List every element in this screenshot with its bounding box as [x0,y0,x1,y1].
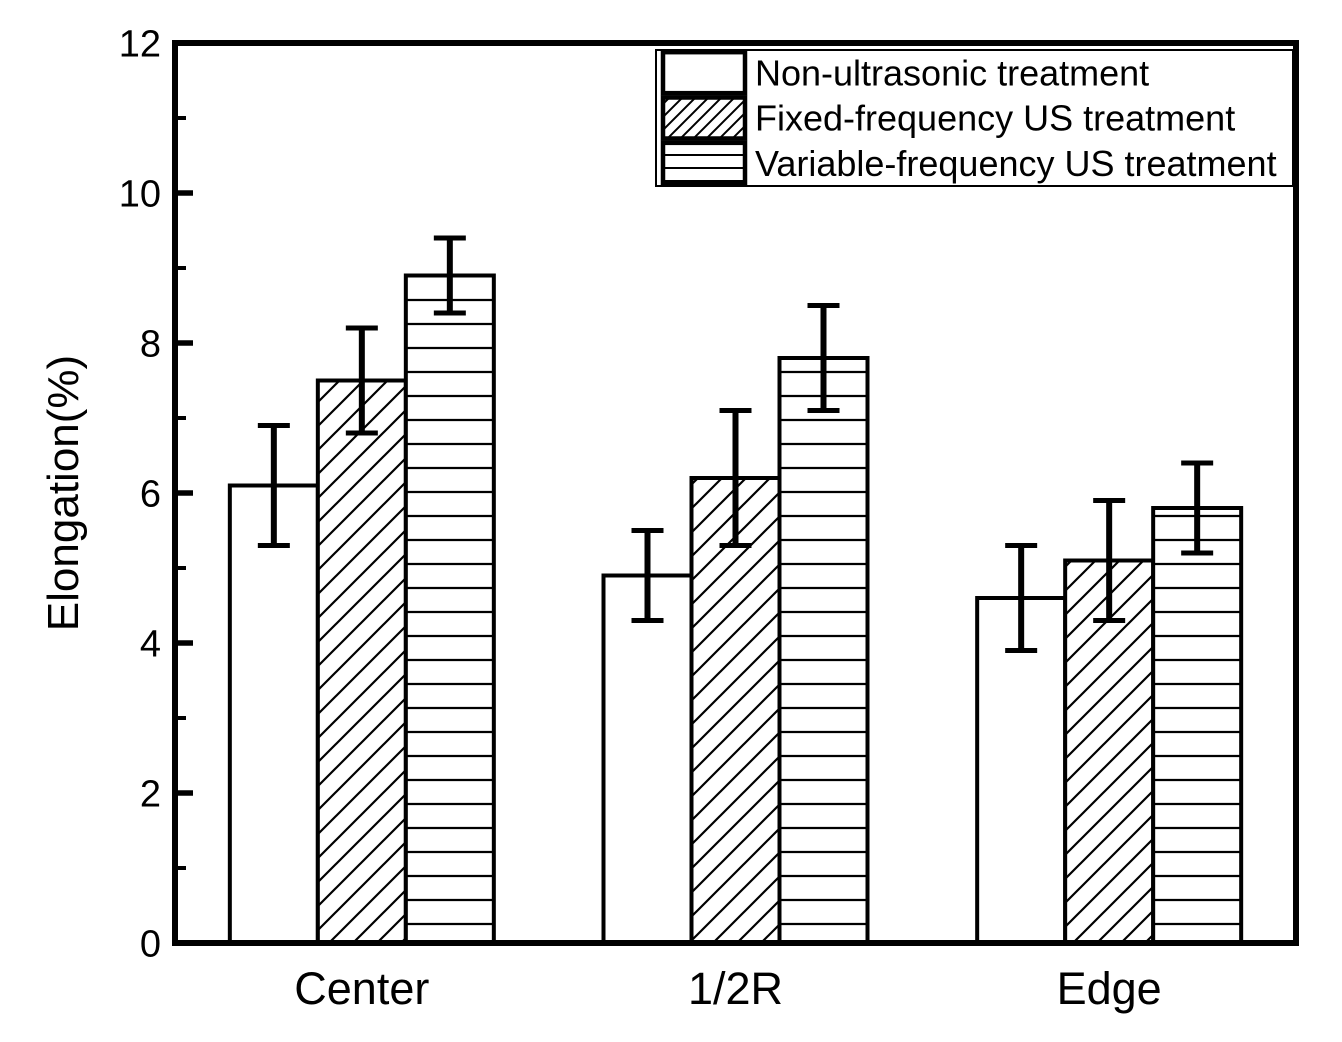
bar-12r-series2 [689,476,782,945]
y-tick-label: 2 [140,773,161,815]
y-axis: 0 2 4 6 8 10 12 [119,23,193,965]
error-bar [631,528,664,623]
error-bars-layer [257,235,1214,653]
legend-swatch-border [660,95,748,141]
x-category-label: Center [294,963,429,1014]
error-bar [345,325,378,436]
legend-swatch-diagonal [663,97,745,139]
bars-layer [227,273,1244,945]
x-category-label: Edge [1057,963,1162,1014]
error-bar [1005,543,1038,653]
y-tick-label: 8 [140,323,161,365]
y-tick-label: 0 [140,923,161,965]
y-tick-label: 6 [140,473,161,515]
legend-swatch-horizontal [663,142,745,184]
legend-swatch-border [660,49,748,96]
error-bar [807,303,840,413]
error-bar [1181,460,1214,556]
x-category-label: 1/2R [688,963,783,1014]
error-bar [719,408,752,548]
bar-edge-series1 [975,596,1068,945]
legend-label: Non-ultrasonic treatment [755,52,1149,93]
bar-center-series2 [315,378,408,945]
legend-item: Non-ultrasonic treatment [660,49,1149,96]
legend-item: Variable-frequency US treatment [660,140,1277,187]
error-bar [1093,498,1126,623]
bar-center-series1 [227,483,320,945]
legend-label: Fixed-frequency US treatment [755,98,1235,139]
y-tick-label: 10 [119,173,161,215]
y-tick-label: 12 [119,23,161,65]
y-tick-label: 4 [140,623,161,665]
bar-center-series3 [403,273,496,945]
legend: Non-ultrasonic treatment Fixed-frequency … [655,49,1294,187]
legend-box [655,49,1294,187]
bar-edge-series2 [1063,558,1156,945]
bar-edge-series3 [1151,506,1244,945]
error-bar [433,235,466,316]
legend-item: Fixed-frequency US treatment [660,95,1235,141]
error-bar [257,423,290,548]
y-axis-title: Elongation(%) [39,355,88,631]
legend-label: Variable-frequency US treatment [755,143,1277,184]
bar-12r-series3 [777,356,870,945]
bar-12r-series1 [601,573,694,945]
legend-swatch-border [660,140,748,187]
